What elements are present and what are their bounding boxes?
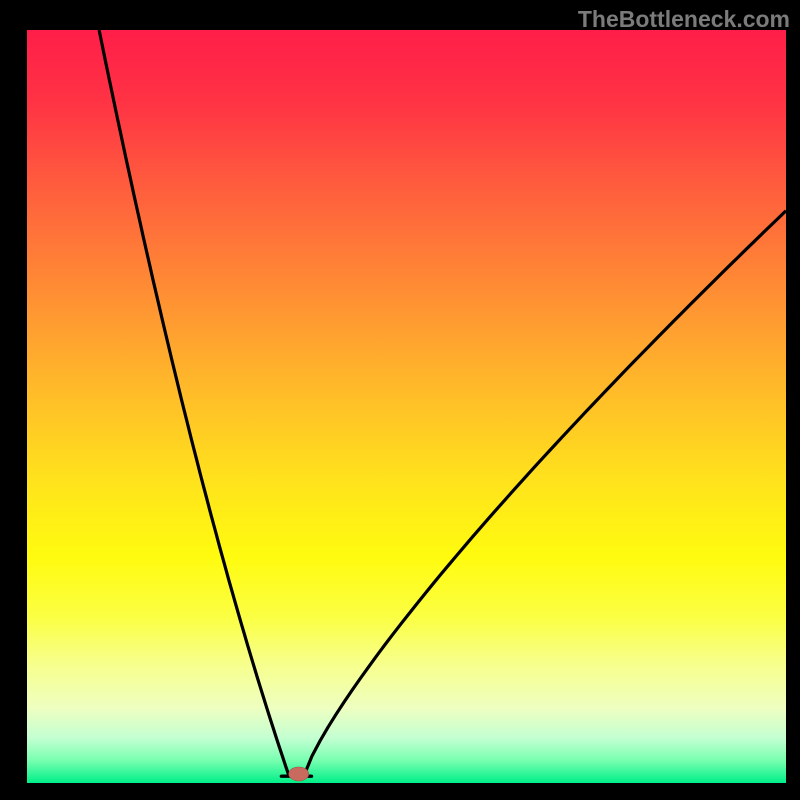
- bottleneck-curve: [27, 30, 786, 783]
- plot-area: [27, 30, 786, 783]
- chart-frame: TheBottleneck.com: [0, 0, 800, 800]
- watermark-text: TheBottleneck.com: [578, 6, 790, 33]
- optimum-marker: [289, 767, 309, 781]
